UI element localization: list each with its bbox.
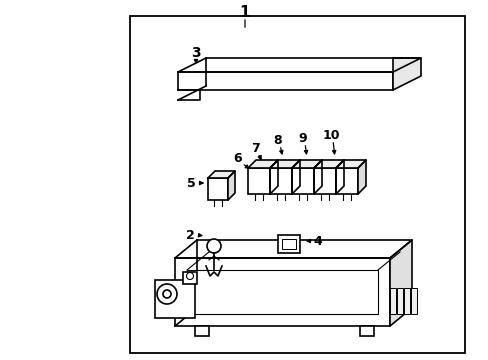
Bar — [359, 326, 373, 336]
Polygon shape — [227, 171, 235, 200]
Text: 2: 2 — [185, 229, 194, 242]
Bar — [207, 178, 227, 200]
Bar — [282, 239, 295, 249]
Bar — [335, 168, 357, 194]
Polygon shape — [335, 160, 365, 168]
Polygon shape — [357, 160, 365, 194]
Text: 8: 8 — [273, 134, 282, 147]
Polygon shape — [335, 160, 343, 194]
Text: 6: 6 — [233, 152, 242, 165]
Polygon shape — [313, 160, 343, 168]
Bar — [389, 288, 395, 314]
Polygon shape — [178, 58, 420, 72]
Bar — [129, 16, 464, 353]
Bar — [175, 258, 389, 326]
Polygon shape — [313, 160, 321, 194]
Circle shape — [157, 284, 177, 304]
Text: 9: 9 — [298, 131, 306, 144]
Bar — [313, 168, 335, 194]
Text: 7: 7 — [250, 141, 259, 154]
Text: 3: 3 — [191, 46, 201, 60]
Bar — [186, 270, 377, 314]
Bar — [410, 288, 416, 314]
Polygon shape — [207, 171, 235, 178]
Bar — [269, 168, 291, 194]
Polygon shape — [291, 160, 299, 194]
Text: 10: 10 — [322, 129, 339, 141]
Text: 5: 5 — [187, 176, 196, 189]
Polygon shape — [175, 240, 411, 258]
Bar — [247, 168, 269, 194]
Bar — [291, 168, 313, 194]
Bar — [403, 288, 409, 314]
Polygon shape — [269, 160, 299, 168]
Bar — [278, 235, 299, 253]
Bar — [195, 326, 208, 336]
Polygon shape — [247, 160, 278, 168]
Text: 4: 4 — [313, 234, 322, 248]
Bar — [155, 280, 195, 318]
Polygon shape — [392, 58, 420, 90]
Circle shape — [186, 273, 193, 279]
Bar — [178, 72, 392, 90]
Bar — [183, 272, 197, 284]
Ellipse shape — [206, 239, 221, 253]
Polygon shape — [269, 160, 278, 194]
Circle shape — [163, 290, 171, 298]
Bar — [396, 288, 402, 314]
Polygon shape — [389, 240, 411, 326]
Text: 1: 1 — [239, 5, 250, 19]
Polygon shape — [291, 160, 321, 168]
